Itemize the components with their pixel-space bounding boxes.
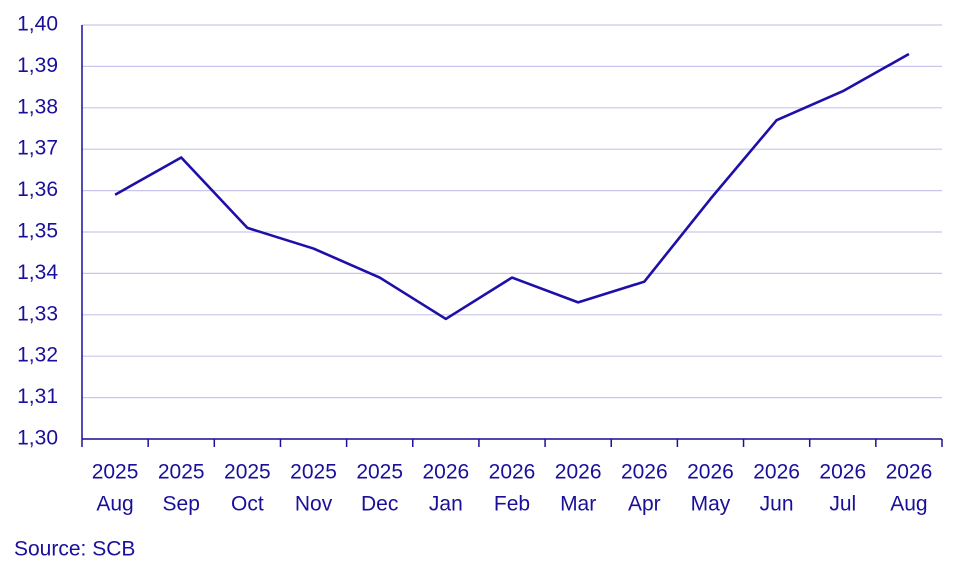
y-tick-label: 1,36	[17, 178, 58, 201]
source: Source: SCB	[14, 538, 135, 561]
x-tick-label: Jun	[760, 493, 794, 516]
x-tick-label: Aug	[890, 493, 927, 516]
y-tick-label: 1,34	[17, 261, 58, 284]
x-tick-label: 2025	[92, 461, 139, 484]
x-tick-label: 2026	[753, 461, 800, 484]
y-tick-label: 1,33	[17, 302, 58, 325]
x-tick-label: Aug	[96, 493, 133, 516]
y-tick-label: 1,40	[17, 13, 58, 36]
y-tick-label: 1,31	[17, 385, 58, 408]
y-tick-label: 1,35	[17, 220, 58, 243]
x-tick-label: 2025	[356, 461, 403, 484]
y-tick-label: 1,37	[17, 137, 58, 160]
y-tick-label: 1,30	[17, 427, 58, 450]
x-tick-label: Mar	[560, 493, 596, 516]
x-tick-label: Jul	[829, 493, 856, 516]
y-tick-label: 1,38	[17, 95, 58, 118]
x-tick-label: 2025	[290, 461, 337, 484]
y-tick-label: 1,32	[17, 344, 58, 367]
x-tick-label: Jan	[429, 493, 463, 516]
x-tick-label: 2026	[422, 461, 469, 484]
x-tick-label: Nov	[295, 493, 333, 516]
x-tick-label: May	[691, 493, 731, 516]
x-tick-label: Apr	[628, 493, 661, 516]
x-tick-label: 2026	[555, 461, 602, 484]
x-tick-label: Dec	[361, 493, 398, 516]
x-tick-label: 2026	[687, 461, 734, 484]
x-tick-label: 2025	[224, 461, 271, 484]
x-tick-label: Feb	[494, 493, 530, 516]
x-tick-label: Oct	[231, 493, 264, 516]
x-tick-label: 2026	[621, 461, 668, 484]
x-tick-label: 2026	[489, 461, 536, 484]
y-tick-label: 1,39	[17, 54, 58, 77]
line	[114, 52, 910, 321]
x-tick-label: 2025	[158, 461, 205, 484]
x-tick-label: 2026	[819, 461, 866, 484]
x-tick-label: 2026	[886, 461, 933, 484]
x-tick-label: Sep	[163, 493, 200, 516]
